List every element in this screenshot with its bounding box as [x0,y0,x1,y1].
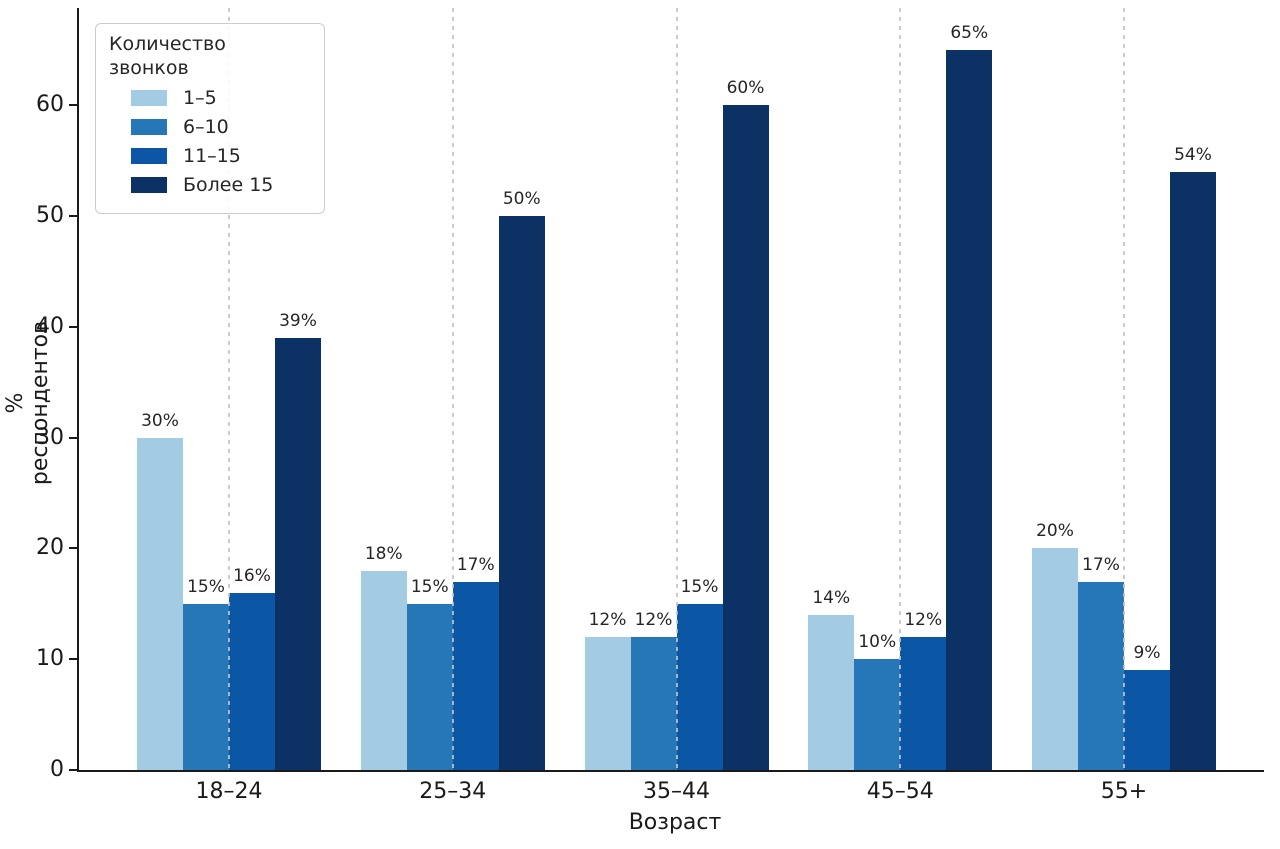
y-tick-label: 20 [36,535,64,561]
y-tick-label: 60 [36,92,64,118]
legend-item-label: 1–5 [183,87,217,109]
y-tick-mark [69,104,77,107]
bar-18–24-6–10 [183,604,229,770]
legend: Количество звонков 1–5 6–10 11–15 Более 15 [95,23,325,214]
bar-25–34-Более 15 [498,216,545,770]
bar-55+-Более 15 [1170,172,1216,770]
bar-18–24-11–15 [229,593,275,770]
bar-35–44-Более 15 [722,105,769,770]
y-axis-title: % респондентов [3,320,53,486]
y-tick-label: 0 [50,757,64,782]
bar-value-label: 39% [279,311,317,331]
bar-55+-6–10 [1078,582,1124,770]
bar-25–34-1–5 [360,571,407,770]
bar-value-label: 12% [634,610,673,630]
bar-45–54-11–15 [900,637,947,770]
bar-18–24-Более 15 [275,338,321,770]
bar-35–44-6–10 [630,637,677,770]
bar-45–54-Более 15 [946,50,993,770]
bar-value-label: 9% [1133,643,1161,663]
legend-swatch-icon [131,148,167,164]
bar-value-label: 17% [456,555,495,575]
x-tick-label-55+: 55+ [1100,779,1148,804]
y-tick-label: 30 [36,424,64,450]
bar-value-label: 15% [187,577,225,597]
legend-swatch-icon [131,119,167,135]
x-tick-label-25–34: 25–34 [419,779,487,804]
y-tick-label: 40 [36,313,64,339]
bar-value-label: 12% [588,610,627,630]
bar-value-label: 16% [233,566,271,586]
bar-35–44-11–15 [676,604,723,770]
x-axis-title: Возраст [628,810,722,835]
bar-value-label: 20% [1036,521,1074,541]
y-tick-mark [69,436,77,439]
legend-item-1–5: 1–5 [131,87,311,109]
bar-value-label: 15% [680,577,719,597]
vertical-gridline [228,8,230,770]
legend-item-Более 15: Более 15 [131,174,311,196]
legend-item-label: 6–10 [183,116,229,138]
bar-value-label: 18% [364,544,403,564]
bar-45–54-1–5 [808,615,855,770]
bar-45–54-6–10 [854,659,901,770]
bar-value-label: 14% [812,588,851,608]
bar-value-label: 12% [904,610,943,630]
y-tick-label: 10 [36,646,64,672]
y-tick-mark [69,658,77,661]
bar-value-label: 60% [726,78,765,98]
bar-value-label: 30% [141,411,179,431]
legend-item-6–10: 6–10 [131,116,311,138]
y-tick-mark [69,547,77,550]
legend-title: Количество звонков [109,33,226,79]
x-axis-line [77,770,1264,772]
y-tick-label: 50 [36,203,64,228]
bar-25–34-6–10 [406,604,453,770]
y-tick-mark [69,325,77,328]
bar-value-label: 17% [1082,555,1120,575]
vertical-gridline [451,8,454,770]
bar-value-label: 50% [502,189,541,209]
vertical-gridline [899,8,902,770]
bar-value-label: 10% [858,632,897,652]
bar-55+-1–5 [1032,548,1078,770]
bar-value-label: 15% [410,577,449,597]
legend-item-11–15: 11–15 [131,145,311,167]
x-tick-label-18–24: 18–24 [195,779,263,804]
bar-value-label: 65% [950,23,989,43]
bar-55+-11–15 [1124,670,1170,770]
y-tick-mark [69,769,77,771]
x-tick-label-45–54: 45–54 [866,779,934,804]
bar-25–34-11–15 [452,582,499,770]
bar-35–44-1–5 [584,637,631,770]
legend-swatch-icon [131,177,167,193]
y-axis-line [77,8,79,772]
y-tick-mark [69,215,77,217]
legend-swatch-icon [131,90,167,106]
legend-item-label: 11–15 [183,145,241,167]
vertical-gridline [1123,8,1125,770]
legend-items: 1–5 6–10 11–15 Более 15 [109,87,311,196]
bar-18–24-1–5 [137,438,183,770]
bar-value-label: 54% [1174,145,1212,165]
legend-item-label: Более 15 [183,174,274,196]
vertical-gridline [675,8,678,770]
x-tick-label-35–44: 35–44 [643,779,710,804]
